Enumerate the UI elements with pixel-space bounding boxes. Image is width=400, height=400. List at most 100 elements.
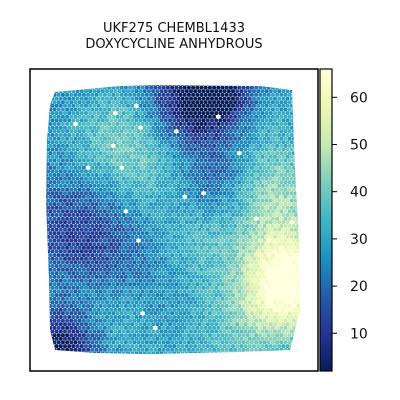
spot [201, 162, 206, 167]
spot [237, 253, 242, 258]
spot [180, 227, 185, 232]
spot [195, 114, 200, 119]
spot [178, 333, 183, 338]
spot [98, 304, 103, 308]
spot [273, 118, 277, 123]
spot [102, 274, 107, 279]
spot [170, 158, 175, 163]
spot [52, 194, 57, 199]
spot [233, 173, 238, 177]
spot [275, 173, 280, 177]
spot [186, 187, 191, 192]
spot [247, 264, 252, 268]
spot [84, 307, 88, 312]
spot [170, 340, 175, 345]
spot [176, 118, 181, 123]
spot [128, 224, 133, 228]
spot [231, 315, 235, 319]
spot [140, 325, 145, 330]
spot [275, 231, 280, 236]
spot [71, 220, 76, 225]
spot [258, 289, 263, 294]
spot [201, 103, 206, 108]
spot [142, 271, 147, 276]
spot [268, 140, 273, 145]
spot [172, 351, 177, 354]
spot [203, 274, 208, 279]
spot [193, 96, 198, 101]
spot [115, 202, 120, 207]
spot [69, 194, 74, 199]
spot [239, 162, 244, 167]
spot [254, 289, 259, 294]
spot [142, 227, 147, 232]
spot [214, 125, 219, 130]
spot [100, 154, 105, 159]
spot [199, 231, 204, 236]
spot [86, 289, 91, 294]
spot [67, 176, 72, 181]
spot [63, 133, 67, 137]
spot [155, 191, 160, 196]
spot [100, 285, 105, 290]
spot [75, 191, 80, 196]
spot [203, 136, 208, 141]
spot [241, 347, 246, 352]
spot [165, 209, 170, 214]
spot [203, 143, 208, 148]
spot [96, 344, 101, 349]
spot [153, 224, 158, 228]
spot [151, 293, 156, 298]
spot [241, 231, 246, 236]
spot [90, 347, 95, 352]
spot [275, 143, 280, 148]
spot [132, 100, 137, 105]
spot [96, 133, 101, 137]
spot [81, 122, 86, 126]
spot [128, 158, 133, 163]
spot [218, 118, 223, 123]
spot [243, 154, 248, 159]
spot [281, 111, 286, 116]
spot [134, 227, 139, 232]
spot [105, 307, 109, 312]
spot [140, 245, 145, 250]
spot [105, 322, 109, 327]
spot [233, 114, 238, 119]
spot [88, 118, 93, 123]
spot [220, 253, 225, 258]
spot [237, 289, 242, 294]
spot [50, 213, 55, 217]
spot [281, 205, 286, 210]
spot [54, 103, 59, 108]
spot [220, 245, 225, 250]
spot [157, 267, 162, 272]
spot [235, 329, 240, 334]
spot [107, 282, 112, 287]
spot [153, 187, 158, 192]
spot [268, 205, 273, 210]
spot [216, 202, 221, 207]
spot [109, 147, 114, 152]
spot [84, 315, 88, 319]
spot [48, 260, 53, 265]
spot [235, 264, 240, 268]
spot [178, 173, 183, 177]
spot [277, 242, 282, 247]
spot [281, 344, 286, 349]
spot [252, 96, 256, 101]
spot [73, 333, 78, 338]
spot [220, 194, 225, 199]
spot [153, 180, 158, 185]
spot [203, 296, 208, 301]
spot [109, 169, 114, 174]
spot [186, 296, 191, 301]
spot [134, 183, 139, 188]
spot [189, 300, 193, 305]
spot [270, 158, 275, 163]
spot [113, 278, 118, 283]
spot [134, 336, 139, 341]
spot [197, 133, 202, 137]
spot [149, 180, 154, 185]
spot [153, 202, 158, 207]
